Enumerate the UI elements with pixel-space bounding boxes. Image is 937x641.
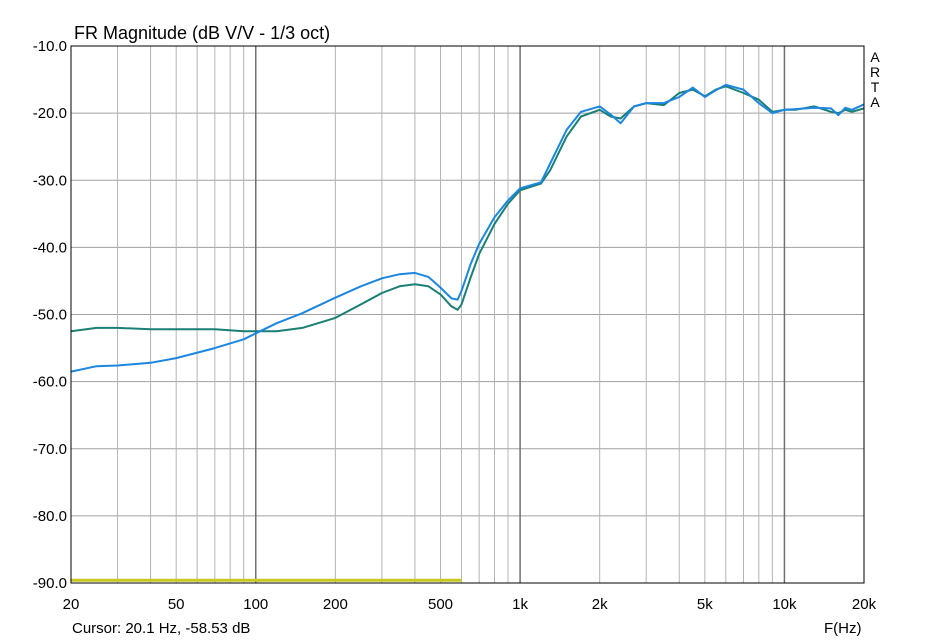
y-tick-label: -20.0 xyxy=(33,105,67,122)
x-tick-label: 100 xyxy=(243,596,268,613)
x-axis-label: F(Hz) xyxy=(824,620,862,637)
y-tick-label: -10.0 xyxy=(33,38,67,55)
plot-frame xyxy=(70,45,865,584)
arta-letter: A xyxy=(870,94,880,110)
y-axis-ticks: -10.0 -20.0 -30.0 -40.0 -50.0 -60.0 -70.0 -80.0… xyxy=(33,38,67,592)
x-tick-label: 2k xyxy=(592,596,608,613)
series-line-1 xyxy=(70,85,865,333)
y-tick-label: -70.0 xyxy=(33,441,67,458)
y-tick-label: -30.0 xyxy=(33,172,67,189)
x-tick-label: 50 xyxy=(168,596,185,613)
series-group xyxy=(70,83,865,582)
x-tick-label: 20 xyxy=(63,596,80,613)
arta-letter: T xyxy=(871,79,880,95)
x-axis-ticks: 20 50 100 200 500 1k 2k 5k 10k 20k xyxy=(63,596,877,613)
y-tick-label: -60.0 xyxy=(33,374,67,391)
x-tick-label: 5k xyxy=(697,596,713,613)
x-tick-label: 200 xyxy=(323,596,348,613)
x-tick-label: 10k xyxy=(772,596,797,613)
y-tick-label: -90.0 xyxy=(33,575,67,592)
x-tick-label: 20k xyxy=(852,596,877,613)
arta-letter: A xyxy=(870,49,880,65)
y-tick-label: -50.0 xyxy=(33,307,67,324)
x-tick-label: 500 xyxy=(428,596,453,613)
x-tick-label: 1k xyxy=(512,596,528,613)
grid xyxy=(70,45,865,584)
chart-title: FR Magnitude (dB V/V - 1/3 oct) xyxy=(74,23,330,43)
y-tick-label: -40.0 xyxy=(33,239,67,256)
arta-letter: R xyxy=(870,64,880,80)
y-tick-label: -80.0 xyxy=(33,508,67,525)
series-line-2 xyxy=(70,83,865,373)
cursor-readout: Cursor: 20.1 Hz, -58.53 dB xyxy=(72,620,250,637)
